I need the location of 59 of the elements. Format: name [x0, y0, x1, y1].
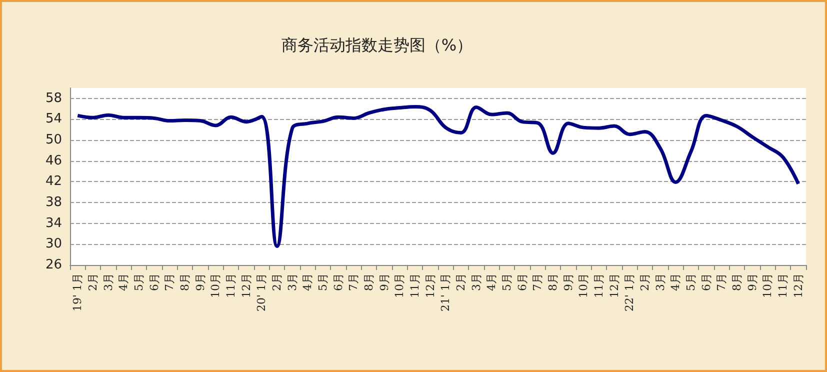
y-tick-label: 42: [45, 174, 62, 190]
y-tick-label: 34: [45, 216, 62, 231]
x-tick-label: 4月: [485, 273, 498, 291]
x-tick-label: 3月: [654, 273, 667, 291]
y-tick-label: 50: [45, 132, 62, 148]
x-tick-label: 20' 1月: [255, 273, 268, 312]
x-tick-label: 7月: [347, 273, 360, 291]
x-tick-label: 7月: [531, 273, 544, 291]
x-tick-label: 6月: [700, 273, 713, 291]
x-tick-label: 3月: [470, 273, 483, 291]
y-tick-label: 58: [45, 90, 62, 106]
x-tick-label: 10月: [577, 273, 590, 298]
chart-title: 商务活动指数走势图（%）: [281, 36, 473, 54]
x-tick-label: 8月: [178, 273, 192, 291]
x-tick-label: 6月: [332, 273, 345, 291]
x-tick-label: 4月: [301, 273, 314, 291]
x-tick-label: 5月: [316, 273, 330, 291]
x-tick-label: 12月: [240, 273, 253, 298]
x-tick-label: 5月: [500, 273, 514, 291]
x-tick-label: 10月: [393, 273, 406, 298]
line-series: [76, 104, 800, 248]
x-tick-label: 6月: [516, 273, 529, 291]
x-tick-label: 3月: [286, 273, 299, 291]
y-tick-label: 46: [45, 153, 62, 168]
x-tick-label: 11月: [224, 273, 238, 298]
x-tick-label: 6月: [148, 273, 161, 291]
x-tick-label: 9月: [562, 273, 575, 291]
x-tick-label: 8月: [730, 273, 744, 291]
x-tick-label: 5月: [684, 273, 698, 291]
x-tick-label: 10月: [209, 273, 222, 298]
x-tick-label: 9月: [378, 273, 391, 291]
x-tick-label: 7月: [715, 273, 728, 291]
x-tick-label: 8月: [546, 273, 560, 291]
x-tick-label: 4月: [117, 273, 130, 291]
x-tick-label: 12月: [608, 273, 621, 298]
x-tick-label: 12月: [424, 273, 437, 298]
x-tick-label: 4月: [669, 273, 682, 291]
x-tick-label: 2月: [454, 273, 468, 291]
y-tick-label: 38: [45, 195, 62, 210]
x-tick-label: 22' 1月: [623, 273, 636, 312]
x-tick-label: 10月: [761, 273, 774, 298]
y-tick-label: 30: [45, 236, 62, 252]
x-tick-label: 11月: [592, 273, 606, 298]
y-tick-label: 26: [45, 258, 62, 272]
x-tick-label: 11月: [408, 273, 422, 298]
x-tick-label: 12月: [792, 273, 805, 298]
x-tick-label: 2月: [86, 273, 100, 291]
x-tick-label: 7月: [163, 273, 176, 291]
x-tick-label: 19' 1月: [71, 273, 84, 312]
x-tick-label: 2月: [270, 273, 284, 291]
x-tick-label: 3月: [102, 273, 115, 291]
x-tick-label: 21' 1月: [439, 273, 452, 312]
x-tick-label: 2月: [638, 273, 652, 291]
x-tick-label: 8月: [362, 273, 376, 291]
x-tick-label: 11月: [776, 273, 790, 298]
x-tick-label: 9月: [194, 273, 207, 291]
x-tick-label: 9月: [746, 273, 759, 291]
y-tick-label: 54: [45, 112, 62, 127]
x-tick-label: 5月: [132, 273, 146, 291]
